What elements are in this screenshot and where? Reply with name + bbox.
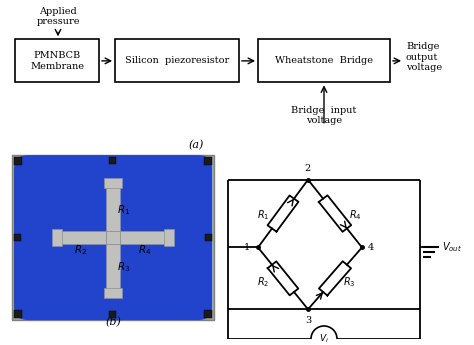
Bar xyxy=(14,157,22,165)
Bar xyxy=(204,157,212,165)
Text: PMNBCB
Membrane: PMNBCB Membrane xyxy=(30,51,84,71)
Bar xyxy=(258,39,390,82)
Circle shape xyxy=(311,326,337,345)
Text: $R_2$: $R_2$ xyxy=(257,275,269,289)
Text: $R_1$: $R_1$ xyxy=(117,203,130,217)
Bar xyxy=(12,155,214,320)
Text: (a): (a) xyxy=(188,140,204,151)
Text: $V_{out}$: $V_{out}$ xyxy=(442,240,462,254)
Text: $R_2$: $R_2$ xyxy=(74,244,88,257)
Text: Wheatstone  Bridge: Wheatstone Bridge xyxy=(275,56,373,65)
Bar xyxy=(52,229,62,246)
Text: Applied
pressure: Applied pressure xyxy=(36,7,80,26)
Bar xyxy=(104,178,122,188)
Bar xyxy=(106,245,120,290)
Text: $R_4$: $R_4$ xyxy=(349,209,362,223)
Bar xyxy=(164,229,174,246)
Bar xyxy=(106,231,120,245)
Bar xyxy=(104,288,122,297)
Text: 2: 2 xyxy=(305,164,311,173)
Bar xyxy=(205,234,212,241)
Bar xyxy=(204,310,212,318)
Text: $R_4$: $R_4$ xyxy=(138,244,152,257)
FancyBboxPatch shape xyxy=(14,155,212,320)
Text: 1: 1 xyxy=(244,243,250,252)
Bar xyxy=(109,311,117,318)
Text: (b): (b) xyxy=(105,317,121,327)
Text: Silicon  piezoresistor: Silicon piezoresistor xyxy=(125,56,229,65)
Bar xyxy=(120,231,166,245)
Text: 3: 3 xyxy=(305,316,311,325)
Text: Bridge
output
voltage: Bridge output voltage xyxy=(406,42,442,72)
Bar xyxy=(14,310,22,318)
Bar xyxy=(14,234,21,241)
Text: Bridge  input
voltage: Bridge input voltage xyxy=(292,106,357,126)
Text: $R_3$: $R_3$ xyxy=(117,260,130,274)
Text: $R_1$: $R_1$ xyxy=(256,209,269,223)
Text: $V_i$: $V_i$ xyxy=(319,333,329,345)
Bar xyxy=(15,39,99,82)
Bar xyxy=(60,231,106,245)
Bar xyxy=(109,157,117,164)
Text: $R_3$: $R_3$ xyxy=(343,275,356,289)
Bar xyxy=(106,186,120,231)
Bar xyxy=(115,39,239,82)
Text: 4: 4 xyxy=(368,243,374,252)
